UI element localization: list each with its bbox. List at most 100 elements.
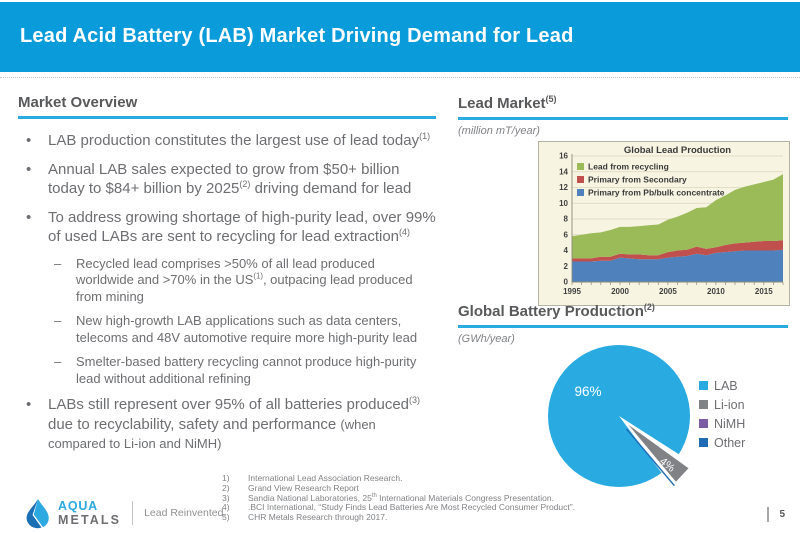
battery-production-unit-label: (GWh/year) (458, 333, 515, 345)
svg-text:10: 10 (559, 199, 568, 208)
svg-text:1995: 1995 (563, 287, 581, 296)
svg-text:2015: 2015 (755, 287, 773, 296)
legend-label: LAB (714, 378, 738, 393)
lead-market-unit-label: (million mT/year) (458, 125, 540, 137)
footnote-text: CHR Metals Research through 2017. (248, 512, 388, 523)
lead-market-section: Lead Market(5) (million mT/year) 0 2 4 6 8 10… (458, 94, 790, 306)
bullet-text: LAB production constitutes the largest u… (48, 131, 431, 150)
bullet-marker: • (26, 208, 32, 226)
legend-item: NiMH (699, 414, 745, 433)
svg-text:2005: 2005 (659, 287, 677, 296)
bullet-marker: • (26, 396, 32, 413)
footnote-number: 1) (222, 473, 230, 483)
lead-market-heading-text: Lead Market (458, 95, 546, 112)
footnote-item: 2) Grand View Research Report (222, 482, 575, 494)
footnote-number: 5) (222, 512, 230, 523)
lead-market-underline (458, 117, 788, 120)
bullet-text: LABs still represent over 95% of all bat… (48, 395, 421, 452)
svg-text:8: 8 (564, 215, 569, 224)
battery-pie-legend: LAB Li-ion NiMH Other (699, 376, 745, 452)
header-bar: Lead Acid Battery (LAB) Market Driving D… (0, 2, 800, 72)
svg-text:96%: 96% (574, 384, 601, 399)
footnote-text: Sandia National Laboratories, 25th Inter… (248, 492, 554, 503)
svg-text:Global Lead Production: Global Lead Production (624, 145, 731, 156)
footnote-text: Grand View Research Report (248, 482, 359, 493)
svg-text:2000: 2000 (611, 287, 629, 296)
sub-bullet-item: – New high-growth LAB applications such a… (18, 313, 436, 346)
logo-tagline: Lead Reinvented. (144, 507, 227, 519)
legend-item: Li-ion (699, 395, 745, 414)
footnote-number: 3) (222, 492, 230, 503)
market-overview-list: • LAB production constitutes the largest … (18, 131, 436, 454)
legend-item: Other (699, 433, 745, 452)
svg-text:4: 4 (564, 246, 569, 255)
legend-swatch (699, 419, 708, 428)
svg-text:2: 2 (564, 262, 569, 271)
svg-text:2010: 2010 (707, 287, 725, 296)
legend-swatch (699, 381, 708, 390)
bullet-text: Annual LAB sales expected to grow from $… (48, 160, 412, 198)
footnote-item: 3) Sandia National Laboratories, 25th Int… (222, 492, 575, 504)
svg-text:6: 6 (564, 230, 569, 239)
svg-text:Primary from Secondary: Primary from Secondary (588, 175, 687, 185)
legend-swatch (699, 400, 708, 409)
battery-production-section: Global Battery Production(2) (GWh/year) (458, 302, 788, 345)
battery-pie-chart: 96% 4% (530, 338, 702, 510)
market-overview-underline (18, 116, 436, 119)
legend-label: NiMH (714, 416, 746, 431)
logo-wordmark: AQUA METALS (58, 500, 121, 526)
lead-market-heading-sup: (5) (545, 94, 557, 104)
bullet-text: To address growing shortage of high-puri… (48, 208, 436, 246)
legend-item: LAB (699, 376, 745, 395)
bullet-text: New high-growth LAB applications such as… (76, 313, 418, 345)
market-overview-heading: Market Overview (18, 94, 138, 111)
legend-label: Li-ion (714, 397, 745, 412)
slide-title: Lead Acid Battery (LAB) Market Driving D… (20, 25, 574, 47)
logo-droplet-icon (26, 498, 49, 528)
svg-text:Lead from recycling: Lead from recycling (588, 162, 669, 172)
bullet-marker: • (26, 132, 32, 149)
page-number-divider (767, 507, 769, 522)
svg-text:14: 14 (559, 167, 568, 176)
battery-pie-chart-svg: 96%4% (548, 345, 690, 487)
aqua-metals-logo: AQUA METALS Lead Reinvented. (24, 497, 226, 529)
bullet-text: Recycled lead comprises >50% of all lead… (76, 255, 413, 304)
footnote-number: 4) (222, 502, 230, 513)
bullet-marker: – (54, 255, 62, 271)
lead-market-heading: Lead Market(5) (458, 94, 788, 112)
footnote-item: 5) CHR Metals Research through 2017. (222, 512, 575, 523)
battery-production-heading-sup: (2) (643, 302, 655, 312)
footnote-item: 1) International Lead Association Researc… (222, 473, 575, 484)
lead-production-chart: 0 2 4 6 8 10 12 14 16 1995 2000 2005 2010 2015 Global … (538, 141, 790, 306)
footnote-text: .BCI International, “Study Finds Lead Ba… (248, 502, 575, 513)
bullet-item: • To address growing shortage of high-pur… (18, 208, 436, 247)
page-number: 5 (779, 509, 785, 520)
bullet-item: • LAB production constitutes the largest … (18, 131, 436, 151)
logo-aqua-text: AQUA (58, 499, 99, 513)
footnote-item: 4) .BCI International, “Study Finds Lead … (222, 503, 575, 513)
bullet-text: Smelter-based battery recycling cannot p… (76, 354, 417, 386)
svg-text:Primary from Pb/bulk concentra: Primary from Pb/bulk concentrate (588, 188, 725, 198)
footnote-number: 2) (222, 482, 230, 493)
svg-text:0: 0 (564, 278, 569, 287)
battery-production-underline (458, 325, 788, 328)
sub-bullet-item: – Smelter-based battery recycling cannot … (18, 354, 436, 387)
footnote-text: International Lead Association Research. (248, 473, 403, 483)
battery-production-heading-text: Global Battery Production (458, 303, 644, 320)
legend-swatch (699, 438, 708, 447)
header-divider (0, 77, 800, 78)
battery-production-heading: Global Battery Production(2) (458, 302, 788, 320)
bullet-item: • LABs still represent over 95% of all ba… (18, 395, 436, 454)
bullet-item: • Annual LAB sales expected to grow from … (18, 160, 436, 199)
svg-text:12: 12 (559, 183, 568, 192)
bullet-marker: – (54, 354, 62, 369)
legend-label: Other (714, 435, 746, 450)
sub-bullet-item: – Recycled lead comprises >50% of all lea… (18, 256, 436, 306)
bullet-marker: – (54, 313, 62, 328)
svg-text:16: 16 (559, 152, 568, 161)
footnotes: 1) International Lead Association Researc… (222, 473, 575, 523)
market-overview-section: Market Overview • LAB production constitu… (18, 94, 436, 463)
logo-metals-text: METALS (58, 512, 122, 527)
lead-production-chart-svg: 0 2 4 6 8 10 12 14 16 1995 2000 2005 2010 2015 Global … (559, 145, 784, 296)
